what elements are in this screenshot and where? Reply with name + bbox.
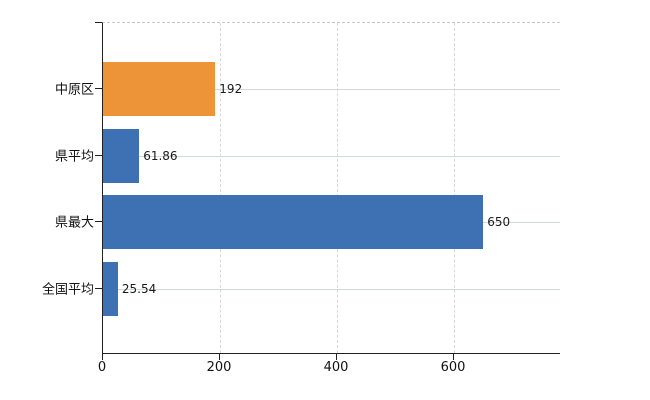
y-axis-tick bbox=[95, 287, 102, 289]
gridline-horizontal bbox=[103, 89, 560, 91]
x-tick-label: 400 bbox=[323, 360, 349, 375]
value-label: 192 bbox=[219, 82, 243, 97]
category-label: 中原区 bbox=[54, 82, 94, 98]
y-axis-tick bbox=[95, 154, 102, 156]
x-axis-tick bbox=[219, 354, 220, 360]
x-tick-label: 0 bbox=[97, 360, 107, 375]
bar bbox=[103, 128, 140, 183]
gridline-vertical bbox=[337, 23, 338, 353]
y-axis-tick bbox=[95, 221, 102, 223]
category-label: 県最大 bbox=[54, 215, 94, 231]
y-axis-tick bbox=[95, 88, 102, 90]
plot-area: 192 61.86 650 25.54 bbox=[102, 22, 560, 354]
category-label: 県平均 bbox=[54, 149, 94, 165]
gridline-vertical bbox=[220, 23, 221, 353]
y-axis-tick bbox=[95, 22, 102, 23]
gridline-horizontal bbox=[103, 288, 560, 290]
category-label: 全国平均 bbox=[41, 282, 94, 298]
x-axis-tick bbox=[336, 354, 337, 360]
gridline-horizontal bbox=[103, 155, 560, 157]
x-axis-tick bbox=[453, 354, 454, 360]
bar bbox=[103, 195, 484, 250]
value-label: 650 bbox=[487, 215, 511, 230]
bar bbox=[103, 62, 216, 117]
x-tick-label: 200 bbox=[206, 360, 232, 375]
bar bbox=[103, 261, 118, 316]
value-label: 25.54 bbox=[121, 281, 157, 296]
x-tick-label: 600 bbox=[440, 360, 466, 375]
gridline-vertical bbox=[454, 23, 455, 353]
x-axis-tick bbox=[102, 354, 103, 360]
value-label: 61.86 bbox=[143, 148, 178, 163]
